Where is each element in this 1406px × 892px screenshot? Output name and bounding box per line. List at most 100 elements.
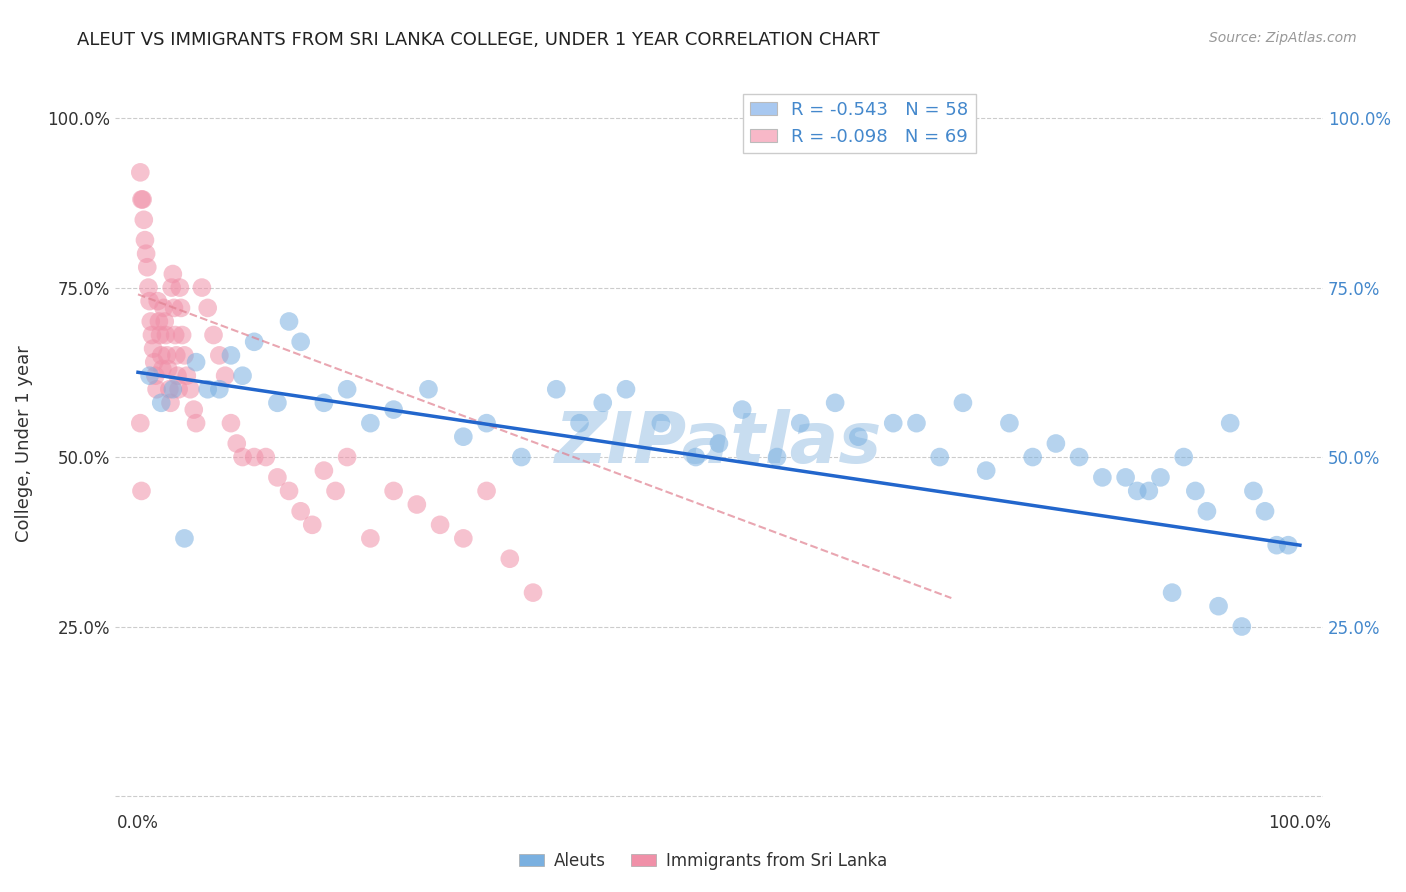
Point bbox=[145, 382, 167, 396]
Point bbox=[150, 396, 173, 410]
Point bbox=[382, 402, 405, 417]
Point bbox=[157, 362, 180, 376]
Point bbox=[1208, 599, 1230, 614]
Point bbox=[1219, 416, 1241, 430]
Point bbox=[197, 382, 219, 396]
Point bbox=[131, 193, 153, 207]
Point bbox=[138, 368, 160, 383]
Point bbox=[136, 260, 159, 275]
Point bbox=[650, 416, 672, 430]
Text: ALEUT VS IMMIGRANTS FROM SRI LANKA COLLEGE, UNDER 1 YEAR CORRELATION CHART: ALEUT VS IMMIGRANTS FROM SRI LANKA COLLE… bbox=[77, 31, 880, 49]
Point bbox=[166, 368, 188, 383]
Point bbox=[129, 416, 152, 430]
Point bbox=[522, 585, 544, 599]
Point bbox=[312, 464, 335, 478]
Point bbox=[952, 396, 974, 410]
Point bbox=[475, 483, 498, 498]
Point bbox=[1184, 483, 1206, 498]
Point bbox=[232, 368, 254, 383]
Point bbox=[789, 416, 811, 430]
Point bbox=[290, 334, 312, 349]
Point bbox=[998, 416, 1021, 430]
Point bbox=[225, 436, 247, 450]
Point bbox=[1195, 504, 1218, 518]
Point bbox=[974, 464, 997, 478]
Point bbox=[165, 328, 187, 343]
Point bbox=[172, 328, 194, 343]
Point bbox=[197, 301, 219, 315]
Point bbox=[1277, 538, 1299, 552]
Point bbox=[336, 450, 359, 464]
Point bbox=[1091, 470, 1114, 484]
Point bbox=[131, 483, 153, 498]
Point bbox=[928, 450, 950, 464]
Point bbox=[219, 348, 242, 362]
Point bbox=[146, 294, 169, 309]
Point bbox=[129, 165, 152, 179]
Point bbox=[139, 314, 162, 328]
Point bbox=[163, 301, 186, 315]
Point bbox=[568, 416, 591, 430]
Point bbox=[243, 334, 266, 349]
Point bbox=[243, 450, 266, 464]
Point bbox=[131, 193, 153, 207]
Point bbox=[135, 246, 157, 260]
Point bbox=[219, 416, 242, 430]
Legend: R = -0.543   N = 58, R = -0.098   N = 69: R = -0.543 N = 58, R = -0.098 N = 69 bbox=[742, 94, 976, 153]
Point bbox=[1115, 470, 1137, 484]
Point bbox=[160, 280, 183, 294]
Point bbox=[159, 396, 181, 410]
Point bbox=[162, 382, 184, 396]
Point bbox=[301, 517, 323, 532]
Point bbox=[169, 280, 191, 294]
Point bbox=[162, 267, 184, 281]
Point bbox=[167, 382, 190, 396]
Point bbox=[418, 382, 440, 396]
Point bbox=[191, 280, 214, 294]
Point bbox=[254, 450, 277, 464]
Point bbox=[905, 416, 928, 430]
Point bbox=[1265, 538, 1288, 552]
Point bbox=[138, 280, 160, 294]
Point bbox=[731, 402, 754, 417]
Point bbox=[429, 517, 451, 532]
Point bbox=[824, 396, 846, 410]
Point bbox=[766, 450, 789, 464]
Point bbox=[208, 382, 231, 396]
Point bbox=[1161, 585, 1184, 599]
Point bbox=[325, 483, 347, 498]
Point bbox=[173, 532, 195, 546]
Point bbox=[176, 368, 198, 383]
Point bbox=[214, 368, 236, 383]
Point bbox=[142, 342, 165, 356]
Point bbox=[592, 396, 614, 410]
Point bbox=[132, 212, 155, 227]
Point bbox=[312, 396, 335, 410]
Point bbox=[1241, 483, 1264, 498]
Point bbox=[156, 348, 179, 362]
Point bbox=[153, 314, 176, 328]
Point bbox=[266, 470, 288, 484]
Point bbox=[183, 402, 205, 417]
Point bbox=[1254, 504, 1277, 518]
Point bbox=[1126, 483, 1149, 498]
Point bbox=[614, 382, 637, 396]
Point bbox=[453, 430, 475, 444]
Point bbox=[202, 328, 225, 343]
Point bbox=[184, 355, 207, 369]
Point bbox=[848, 430, 870, 444]
Y-axis label: College, Under 1 year: College, Under 1 year bbox=[15, 345, 32, 541]
Point bbox=[149, 328, 172, 343]
Point bbox=[382, 483, 405, 498]
Point bbox=[157, 382, 180, 396]
Point bbox=[1230, 619, 1253, 633]
Point bbox=[179, 382, 201, 396]
Legend: Aleuts, Immigrants from Sri Lanka: Aleuts, Immigrants from Sri Lanka bbox=[512, 846, 894, 877]
Point bbox=[152, 301, 174, 315]
Point bbox=[1045, 436, 1067, 450]
Point bbox=[1173, 450, 1195, 464]
Point bbox=[208, 348, 231, 362]
Point bbox=[134, 233, 156, 247]
Point bbox=[165, 348, 187, 362]
Point bbox=[290, 504, 312, 518]
